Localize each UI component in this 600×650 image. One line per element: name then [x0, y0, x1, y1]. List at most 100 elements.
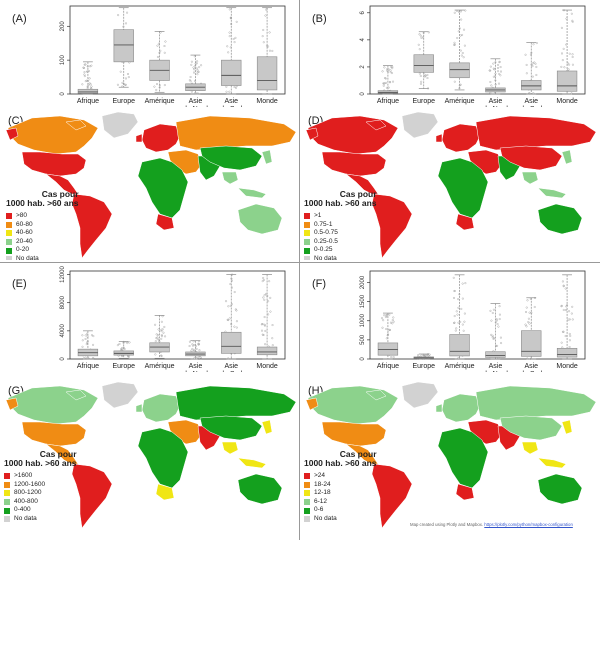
outlier-point [157, 339, 160, 342]
legend-title: Cas pour 1000 hab. >60 ans [304, 190, 377, 208]
y-tick-label: 4000 [60, 324, 66, 338]
outlier-point [122, 82, 125, 85]
x-category-label: du Nord [483, 371, 508, 372]
outlier-point [460, 18, 463, 21]
outlier-point [227, 357, 230, 360]
outlier-point [84, 337, 87, 340]
outlier-point [267, 300, 270, 303]
legend-title: Cas pour 1000 hab. >60 ans [4, 450, 77, 468]
outlier-point [453, 80, 456, 83]
outlier-point [163, 51, 166, 54]
outlier-point [225, 85, 228, 88]
map-credit-link[interactable]: https://plotly.com/python/mapbox-configu… [484, 522, 573, 527]
region-north-america [65, 389, 87, 401]
outlier-point [426, 74, 429, 77]
outlier-point [196, 73, 199, 76]
region-china [199, 415, 263, 441]
outlier-point [532, 92, 535, 95]
box-europe [113, 7, 134, 88]
world-map-panel-c: (C) Cas pour 1000 hab. >60 ans >80 60-80 4… [0, 110, 300, 260]
legend-swatch [6, 256, 12, 260]
outlier-point [230, 323, 233, 326]
outlier-point [193, 344, 196, 347]
box-iqr [256, 56, 278, 91]
region-europe [141, 123, 181, 153]
x-category-label: du Sud [520, 371, 542, 372]
outlier-point [489, 80, 492, 83]
outlier-point [262, 28, 265, 31]
legend-item: 400-800 [4, 498, 77, 507]
outlier-point [83, 63, 86, 66]
outlier-point [229, 46, 232, 49]
outlier-point [463, 44, 466, 47]
outlier-point [382, 84, 385, 87]
outlier-point [422, 36, 425, 39]
box-asie-du-nord [185, 54, 206, 95]
legend-item: No data [4, 515, 77, 524]
outlier-point [157, 328, 160, 331]
outlier-point [200, 64, 203, 67]
outlier-point [525, 325, 528, 328]
outlier-point [160, 320, 163, 323]
outlier-point [533, 61, 536, 64]
region-russia [475, 115, 597, 151]
outlier-point [158, 51, 161, 54]
outlier-point [160, 330, 163, 333]
outlier-point [391, 319, 394, 322]
outlier-point [453, 289, 456, 292]
y-tick-label: 0 [360, 357, 366, 361]
outlier-point [188, 345, 191, 348]
region-china [199, 145, 263, 171]
outlier-point [269, 310, 272, 313]
legend-swatch [304, 516, 310, 523]
legend-label: No data [314, 514, 337, 522]
outlier-point [385, 81, 388, 84]
legend-label: 0-6 [314, 506, 324, 514]
outlier-point [271, 324, 274, 327]
outlier-point [263, 323, 266, 326]
outlier-point [457, 321, 460, 324]
outlier-point [492, 62, 495, 65]
outlier-point [418, 72, 421, 75]
outlier-point [392, 356, 395, 359]
y-tick-label: 12000 [60, 266, 66, 283]
outlier-point [567, 68, 570, 71]
region-central-america [45, 443, 79, 465]
box-asie-du-sud [521, 296, 542, 360]
region-china [499, 145, 563, 171]
outlier-point [499, 70, 502, 73]
legend-item: 18-24 [304, 481, 377, 490]
region-russia [175, 385, 297, 421]
region-south-africa [155, 483, 175, 501]
x-category-label: Amérique [445, 363, 475, 370]
outlier-point [82, 357, 85, 360]
outlier-point [153, 85, 156, 88]
outlier-point [158, 340, 161, 343]
legend-swatch [304, 221, 310, 228]
legend-label: 6-12 [314, 497, 328, 505]
outlier-point [535, 73, 538, 76]
box-amerique [149, 315, 170, 359]
outlier-point [453, 315, 456, 318]
outlier-point [496, 344, 499, 347]
outlier-point [271, 337, 274, 340]
outlier-point [561, 280, 564, 283]
outlier-point [458, 84, 461, 87]
outlier-point [564, 335, 567, 338]
outlier-point [494, 321, 497, 324]
outlier-point [86, 341, 89, 344]
outlier-point [155, 88, 158, 91]
box-monde [556, 9, 578, 95]
outlier-point [458, 293, 461, 296]
outlier-point [122, 25, 125, 28]
legend-swatch [4, 516, 10, 523]
outlier-point [490, 84, 493, 87]
outlier-point [492, 308, 495, 311]
outlier-point [498, 313, 501, 316]
outlier-point [262, 334, 265, 337]
x-category-label: du Sud [520, 106, 542, 107]
box-asie-du-sud [221, 7, 242, 95]
outlier-point [88, 77, 91, 80]
outlier-point [452, 276, 455, 279]
outlier-point [194, 92, 197, 95]
